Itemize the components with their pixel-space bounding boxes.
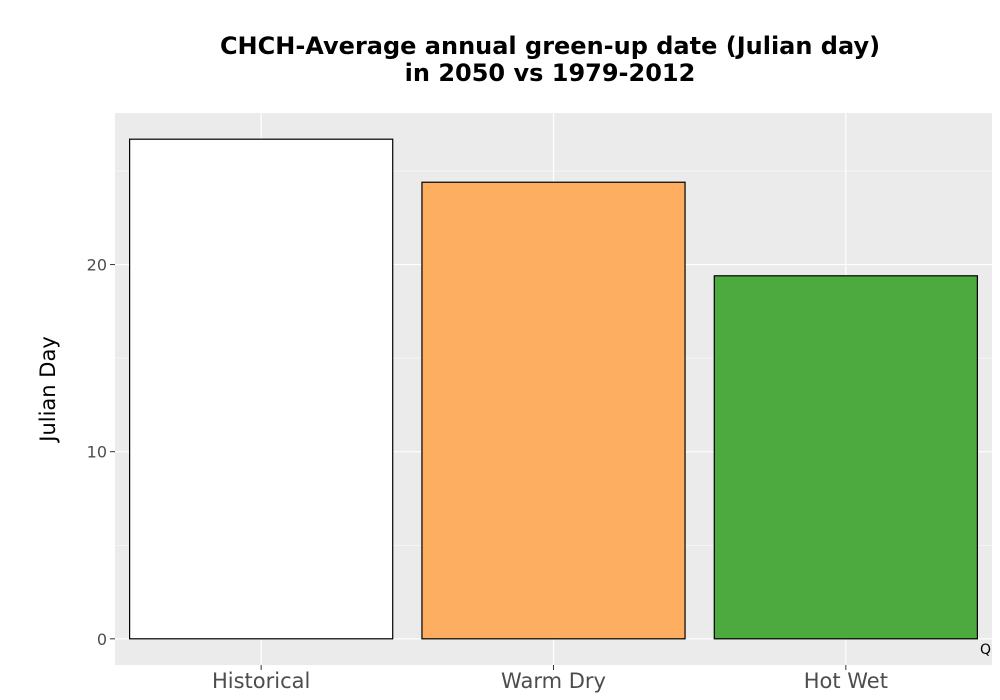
corner-mark: Q — [980, 642, 991, 658]
y-tick-label: 20 — [87, 256, 107, 275]
chart-title: CHCH-Average annual green-up date (Julia… — [220, 32, 880, 87]
y-axis-title: Julian Day — [36, 336, 60, 444]
bars — [129, 138, 978, 640]
y-tick-label: 0 — [97, 630, 107, 649]
x-tick-label: Hot Wet — [804, 669, 888, 693]
bar-historical — [129, 138, 394, 640]
chart-title-line-2: in 2050 vs 1979-2012 — [405, 59, 696, 87]
y-tick-label: 10 — [87, 443, 107, 462]
bar-warm-dry — [421, 181, 686, 640]
y-axis: 0 10 20 — [87, 256, 115, 649]
bar-hot-wet — [713, 275, 978, 640]
x-tick-label: Historical — [212, 669, 310, 693]
x-axis: Historical Warm Dry Hot Wet — [212, 665, 888, 693]
chart-title-line-1: CHCH-Average annual green-up date (Julia… — [220, 32, 880, 60]
x-tick-label: Warm Dry — [501, 669, 606, 693]
